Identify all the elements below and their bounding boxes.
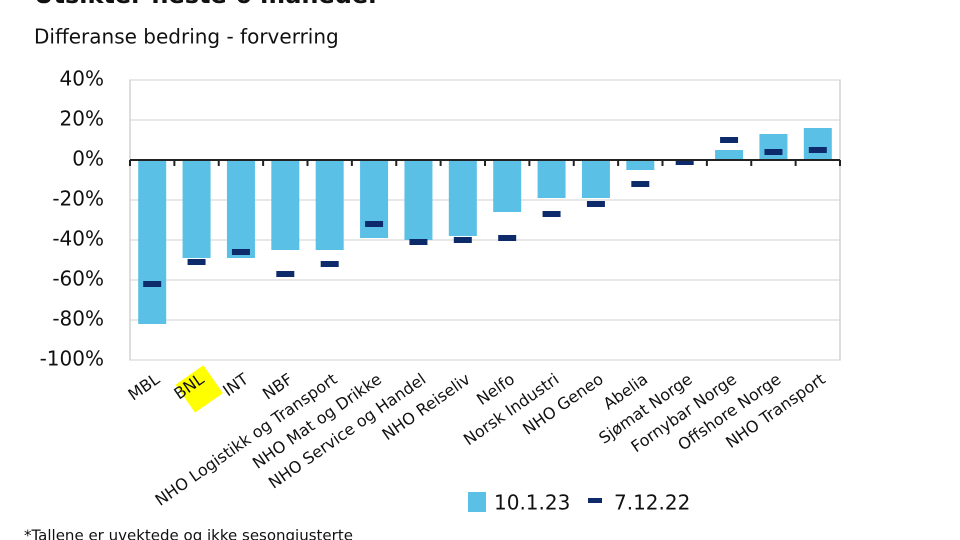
chart-subtitle: Differanse bedring - forverring xyxy=(34,25,339,49)
legend-swatch xyxy=(588,498,602,503)
y-tick-label: -100% xyxy=(40,347,104,371)
marker xyxy=(187,259,206,265)
marker xyxy=(498,235,517,241)
y-tick-label: 20% xyxy=(60,107,104,131)
marker xyxy=(143,281,162,287)
chart-title: Utsikter neste 6 måneder xyxy=(34,0,380,9)
marker xyxy=(365,221,384,227)
x-tick-label: INT xyxy=(219,369,252,400)
y-tick-label: -60% xyxy=(52,267,104,291)
y-tick-label: 40% xyxy=(60,67,104,91)
bar xyxy=(448,160,477,236)
marker xyxy=(631,181,650,187)
legend-swatch xyxy=(468,492,486,512)
bar xyxy=(315,160,344,250)
bar xyxy=(182,160,211,258)
marker xyxy=(453,237,472,243)
y-tick-label: -40% xyxy=(52,227,104,251)
marker xyxy=(675,159,694,165)
y-tick-label: -80% xyxy=(52,307,104,331)
bar xyxy=(626,160,655,170)
marker xyxy=(586,201,605,207)
bar xyxy=(581,160,610,198)
bar xyxy=(715,150,744,160)
x-tick-label: MBL xyxy=(125,369,164,404)
legend-label: 7.12.22 xyxy=(614,491,690,515)
bar xyxy=(759,134,788,160)
marker xyxy=(320,261,339,267)
y-tick-label: -20% xyxy=(52,187,104,211)
footnote: *Tallene er uvektede og ikke sesongjuste… xyxy=(24,527,353,540)
bar xyxy=(138,160,167,324)
bar xyxy=(404,160,433,240)
legend-label: 10.1.23 xyxy=(494,491,570,515)
bar xyxy=(226,160,255,258)
bar xyxy=(537,160,566,198)
bar xyxy=(271,160,300,250)
bar xyxy=(803,128,832,160)
marker xyxy=(764,149,783,155)
highlight xyxy=(175,365,223,413)
marker xyxy=(542,211,561,217)
bar xyxy=(493,160,522,212)
y-tick-label: 0% xyxy=(72,147,104,171)
marker xyxy=(720,137,739,143)
marker xyxy=(409,239,428,245)
marker xyxy=(276,271,295,277)
marker xyxy=(808,147,827,153)
marker xyxy=(231,249,250,255)
